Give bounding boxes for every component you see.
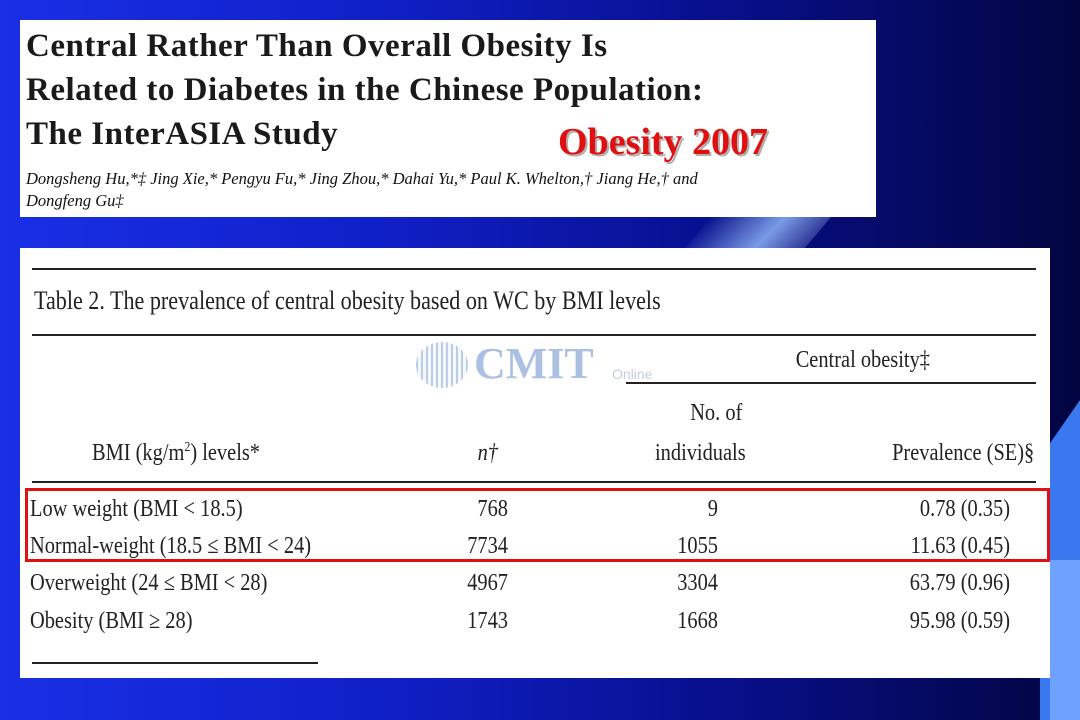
table-cell-prevalence: 95.98 (0.59) [909, 608, 1010, 634]
background-right-decoration-light [1050, 560, 1080, 720]
header-bmi-text: BMI (kg/m [92, 440, 185, 466]
paper-authors: Dongsheng Hu,*‡ Jing Xie,* Pengyu Fu,* J… [26, 168, 856, 212]
authors-line: Dongfeng Gu‡ [26, 191, 124, 210]
header-individuals-line2: individuals [655, 440, 746, 466]
authors-line: Dongsheng Hu,*‡ Jing Xie,* Pengyu Fu,* J… [26, 169, 698, 188]
header-n: n† [477, 440, 498, 466]
paper-title: Central Rather Than Overall Obesity Is R… [26, 24, 876, 156]
table-cell-n: 1743 [467, 608, 508, 634]
journal-tag: Obesity 2007 [558, 121, 769, 163]
header-individuals-line1: No. of [689, 400, 742, 426]
paper-header: Central Rather Than Overall Obesity Is R… [20, 20, 876, 217]
header-prevalence: Prevalence (SE)§ [891, 440, 1034, 466]
table-caption: Table 2. The prevalence of central obesi… [34, 286, 661, 315]
watermark-brand: CMIT [474, 339, 594, 388]
watermark-sub: Online [612, 366, 653, 382]
table-cell-individuals: 1668 [677, 608, 718, 634]
table-cell-prevalence: 11.63 (0.45) [910, 533, 1010, 559]
group-header-central-obesity: Central obesity‡ [795, 347, 930, 373]
table-top-rule [32, 268, 1036, 270]
paper-title-line: The InterASIA Study [26, 116, 339, 152]
table-cell-n: 7734 [467, 533, 508, 559]
prevalence-table: Table 2. The prevalence of central obesi… [20, 248, 1050, 678]
paper-title-line: Related to Diabetes in the Chinese Popul… [26, 72, 704, 108]
table-cell-n: 768 [477, 496, 508, 522]
group-header-rule [626, 382, 1036, 384]
header-bmi-superscript: 2 [184, 440, 191, 455]
table-cell-prevalence: 0.78 (0.35) [919, 496, 1010, 522]
globe-icon [416, 342, 468, 388]
table-caption-rule [32, 334, 1036, 336]
table-footnote-rule [32, 662, 318, 664]
header-bmi-text-end: ) levels* [190, 440, 261, 466]
table-cell-bmi: Overweight (24 ≤ BMI < 28) [30, 570, 268, 596]
table-cell-bmi: Normal-weight (18.5 ≤ BMI < 24) [30, 533, 312, 559]
table-cell-individuals: 3304 [677, 570, 718, 596]
table-cell-bmi: Obesity (BMI ≥ 28) [30, 608, 193, 634]
header-bmi: BMI (kg/m2) levels* [92, 440, 260, 467]
table-cell-individuals: 1055 [677, 533, 718, 559]
table-cell-prevalence: 63.79 (0.96) [909, 570, 1010, 596]
table-cell-individuals: 9 [707, 496, 718, 522]
table-cell-bmi: Low weight (BMI < 18.5) [30, 496, 243, 522]
header-bottom-rule [32, 481, 1036, 483]
highlight-box [25, 488, 1050, 562]
paper-title-line: Central Rather Than Overall Obesity Is [26, 28, 608, 64]
table-cell-n: 4967 [467, 570, 508, 596]
